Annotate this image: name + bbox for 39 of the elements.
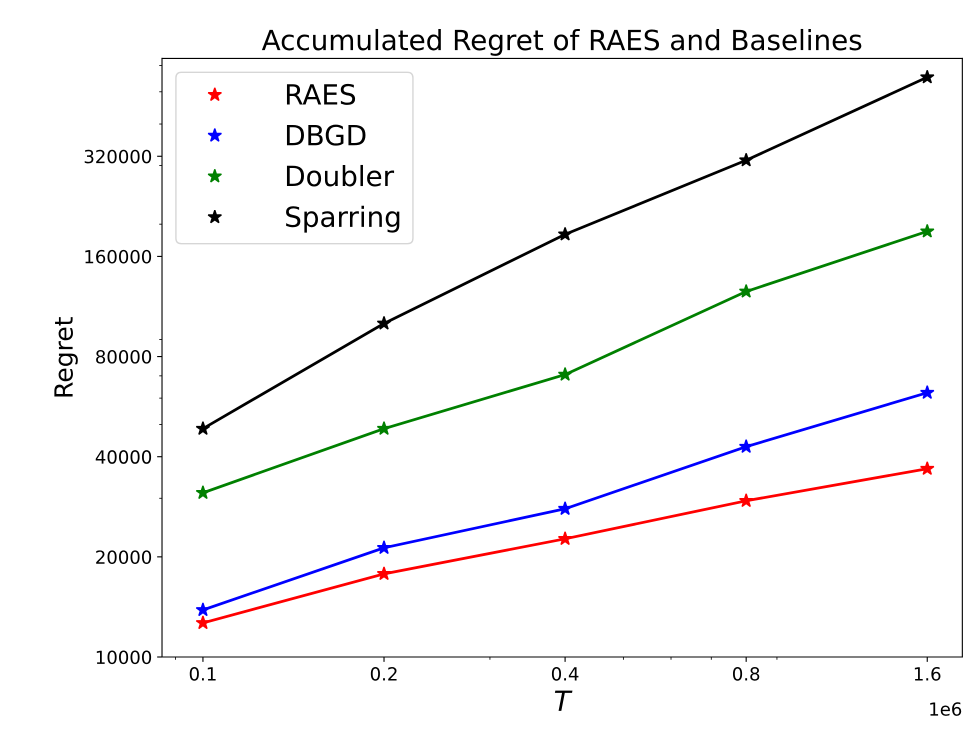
x-tick-label: 0.1	[190, 667, 216, 681]
point	[920, 461, 935, 476]
y-tick-label: 40000	[96, 450, 152, 464]
chart-title: Accumulated Regret of RAES and Baselines	[262, 28, 862, 56]
text: 1e6	[930, 702, 962, 716]
point	[558, 226, 572, 241]
legend-label: DBGD	[286, 124, 366, 146]
point	[920, 385, 935, 400]
x-tick-label: 1.6	[914, 667, 940, 681]
x-axis-title: T	[554, 690, 572, 711]
y-tick-label: 80000	[96, 350, 152, 364]
point	[196, 485, 210, 500]
y-axis-title: Regret	[54, 317, 78, 396]
legend-label: Doubler	[286, 164, 394, 186]
point	[376, 421, 392, 435]
point	[558, 366, 572, 381]
point	[376, 316, 392, 330]
point	[738, 284, 754, 298]
point	[558, 501, 572, 516]
point	[196, 421, 210, 435]
x-tick-label: 0.2	[370, 667, 397, 681]
point	[558, 531, 572, 546]
point	[738, 439, 754, 454]
point	[376, 540, 392, 554]
point	[196, 615, 210, 630]
y-tick-label: 10000	[96, 650, 152, 664]
y-tick-label: 20000	[96, 550, 152, 564]
x-tick-label: 0.8	[733, 667, 760, 681]
point	[738, 152, 754, 167]
point	[920, 224, 935, 238]
point	[196, 602, 210, 616]
point	[920, 70, 935, 84]
y-tick-label: 160000	[85, 250, 152, 264]
legend-label: Sparring	[286, 206, 400, 233]
point	[738, 493, 754, 508]
y-tick-label: 320000	[84, 150, 152, 164]
x-tick-label: 0.4	[552, 667, 578, 681]
legend-label: RAES	[286, 84, 356, 105]
point	[376, 566, 392, 580]
